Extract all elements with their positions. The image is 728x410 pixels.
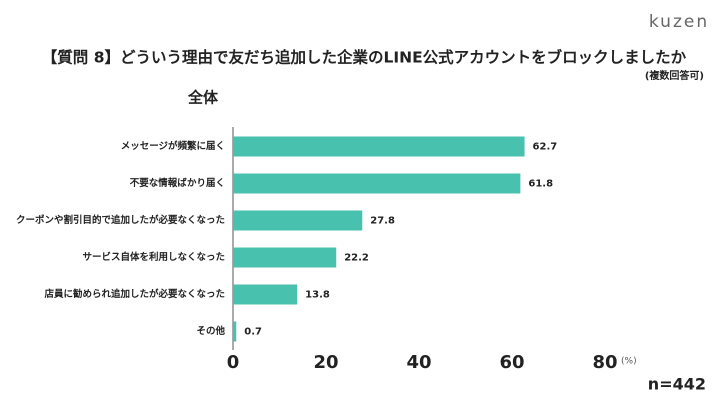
x-tick-label: 60 <box>499 352 524 373</box>
x-unit-label: (%) <box>621 357 637 367</box>
bar <box>233 136 525 157</box>
sample-size: n=442 <box>648 375 706 394</box>
logo: kuzen <box>649 12 709 32</box>
y-tick-label: 不要な情報ばかり届く <box>130 177 225 189</box>
chart-title: 【質問 8】どういう理由で友だち追加した企業のLINE公式アカウントをブロックし… <box>42 48 687 67</box>
panel-label: 全体 <box>187 89 219 107</box>
x-tick-label: 20 <box>313 352 338 373</box>
bar <box>233 321 237 342</box>
value-label: 0.7 <box>244 327 262 338</box>
chart-subtitle: (複数回答可) <box>645 69 704 82</box>
value-label: 27.8 <box>370 216 395 227</box>
bar <box>233 210 363 231</box>
y-tick-label: クーポンや割引目的で追加したが必要なくなった <box>16 214 225 226</box>
y-tick-label: メッセージが頻繁に届く <box>121 140 225 152</box>
y-tick-label: サービス自体を利用しなくなった <box>82 251 225 263</box>
value-label: 13.8 <box>305 290 330 301</box>
value-label: 61.8 <box>528 179 553 190</box>
y-tick-label: その他 <box>196 325 225 337</box>
value-label: 62.7 <box>533 142 558 153</box>
x-tick-label: 40 <box>406 352 431 373</box>
y-tick-label: 店員に勧められ追加したが必要なくなった <box>44 288 225 300</box>
x-tick-label: 0 <box>227 352 240 373</box>
bar <box>233 284 298 305</box>
x-tick-label: 80 <box>592 352 617 373</box>
value-label: 22.2 <box>344 253 369 264</box>
bar <box>233 247 337 268</box>
bar <box>233 173 521 194</box>
